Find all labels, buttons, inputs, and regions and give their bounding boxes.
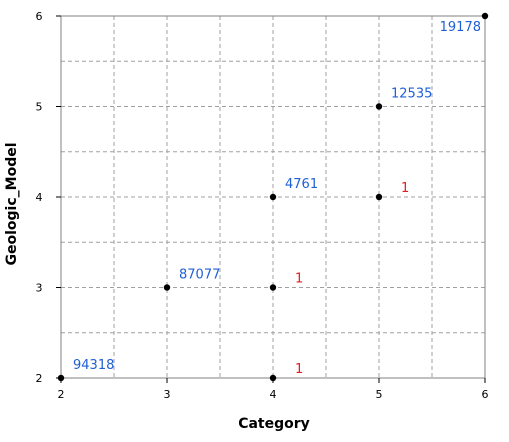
y-tick-label: 4 — [36, 191, 43, 204]
y-tick-label: 6 — [36, 10, 43, 23]
x-tick-label: 4 — [270, 388, 277, 401]
data-label: 19178 — [440, 20, 481, 35]
y-tick-label: 2 — [36, 372, 43, 385]
x-tick-label: 6 — [482, 388, 489, 401]
x-tick-label: 2 — [58, 388, 65, 401]
y-axis-title: Geologic_Model — [4, 142, 20, 265]
data-label: 12535 — [391, 87, 432, 102]
data-point — [269, 193, 277, 201]
y-tick-label: 5 — [36, 101, 43, 114]
data-label: 94318 — [73, 358, 114, 373]
data-labels: 94318 87077 1 1 4761 1 12535 19178 — [73, 20, 481, 377]
data-points — [57, 12, 489, 382]
data-point — [375, 193, 383, 201]
y-tick-label: 3 — [36, 282, 43, 295]
data-label: 87077 — [179, 268, 220, 283]
data-point — [269, 374, 277, 382]
data-label: 1 — [295, 272, 303, 287]
data-point — [163, 284, 171, 291]
axis-ticks: 2 3 4 5 6 2 3 4 5 6 — [36, 10, 489, 401]
data-point — [375, 103, 383, 110]
data-label: 4761 — [285, 177, 318, 192]
data-point — [269, 284, 277, 291]
data-label: 1 — [295, 362, 303, 377]
x-tick-label: 3 — [164, 388, 171, 401]
data-point — [481, 12, 489, 20]
x-axis-title: Category — [238, 416, 310, 432]
data-label: 1 — [401, 181, 409, 196]
x-tick-label: 5 — [376, 388, 383, 401]
data-point — [57, 374, 65, 382]
